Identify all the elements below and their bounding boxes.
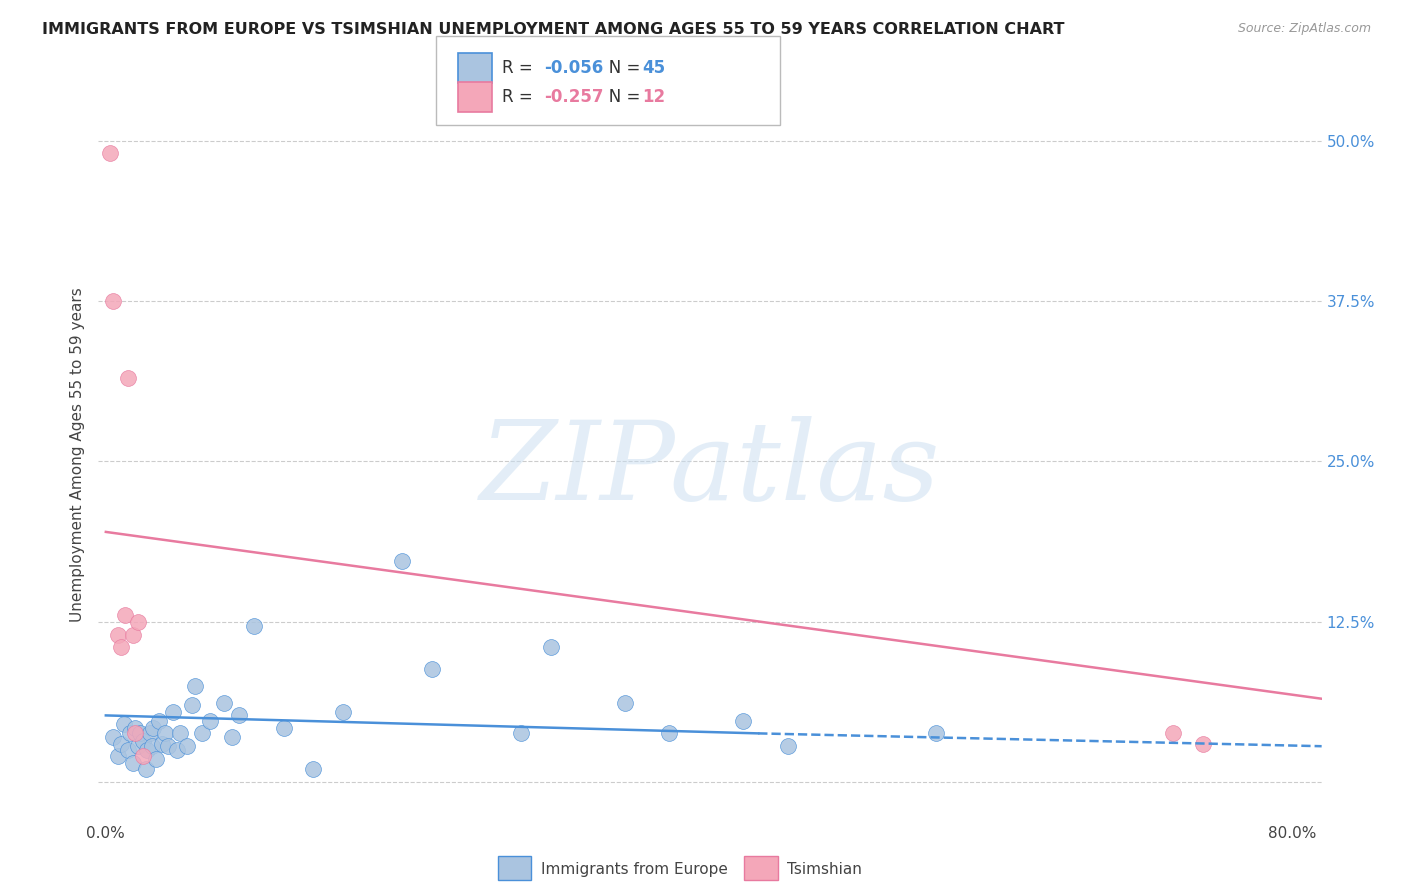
Point: [510, 726, 533, 740]
Point: [117, 371, 139, 385]
Point: [169, 726, 191, 740]
Text: Tsimshian: Tsimshian: [787, 863, 862, 877]
Point: [132, 749, 155, 764]
Point: [925, 726, 948, 740]
Point: [139, 726, 162, 740]
Point: [132, 734, 155, 748]
Text: ZIPatlas: ZIPatlas: [479, 416, 941, 524]
Point: [145, 752, 167, 766]
Point: [176, 739, 198, 754]
Point: [243, 618, 266, 632]
Point: [118, 726, 141, 740]
Point: [141, 739, 163, 754]
Point: [184, 679, 207, 693]
Point: [127, 615, 149, 629]
Text: -0.056: -0.056: [544, 59, 603, 77]
Text: N =: N =: [593, 88, 645, 106]
Text: IMMIGRANTS FROM EUROPE VS TSIMSHIAN UNEMPLOYMENT AMONG AGES 55 TO 59 YEARS CORRE: IMMIGRANTS FROM EUROPE VS TSIMSHIAN UNEM…: [42, 22, 1064, 37]
Point: [613, 696, 636, 710]
Point: [273, 721, 295, 735]
Point: [121, 756, 143, 770]
Point: [221, 730, 243, 744]
Point: [302, 762, 325, 776]
Text: Source: ZipAtlas.com: Source: ZipAtlas.com: [1237, 22, 1371, 36]
Point: [391, 554, 413, 568]
Point: [107, 627, 129, 641]
Point: [180, 698, 202, 713]
Point: [135, 762, 157, 776]
Point: [166, 743, 188, 757]
Point: [127, 739, 149, 754]
Point: [112, 717, 135, 731]
Point: [332, 705, 354, 719]
Point: [153, 726, 176, 740]
Point: [162, 705, 184, 719]
Point: [733, 714, 755, 728]
Text: 45: 45: [643, 59, 665, 77]
Point: [121, 627, 143, 641]
Point: [658, 726, 681, 740]
Point: [198, 714, 221, 728]
Text: R =: R =: [502, 59, 538, 77]
Y-axis label: Unemployment Among Ages 55 to 59 years: Unemployment Among Ages 55 to 59 years: [69, 287, 84, 623]
Point: [776, 739, 799, 754]
Point: [129, 726, 152, 740]
Point: [103, 293, 125, 308]
Text: R =: R =: [502, 88, 538, 106]
Point: [228, 708, 250, 723]
Point: [110, 737, 132, 751]
Point: [114, 608, 136, 623]
Point: [214, 696, 236, 710]
Point: [150, 737, 173, 751]
Point: [103, 730, 125, 744]
Point: [157, 739, 180, 754]
Point: [124, 726, 146, 740]
Point: [124, 721, 146, 735]
Point: [191, 726, 214, 740]
Point: [98, 146, 121, 161]
Point: [1192, 737, 1215, 751]
Point: [107, 749, 129, 764]
Point: [540, 640, 562, 655]
Point: [136, 743, 159, 757]
Point: [420, 662, 443, 676]
Text: -0.257: -0.257: [544, 88, 603, 106]
Point: [1163, 726, 1185, 740]
Text: N =: N =: [593, 59, 645, 77]
Point: [110, 640, 132, 655]
Text: Immigrants from Europe: Immigrants from Europe: [541, 863, 728, 877]
Point: [142, 721, 165, 735]
Text: 12: 12: [643, 88, 665, 106]
Point: [117, 743, 139, 757]
Point: [148, 714, 170, 728]
